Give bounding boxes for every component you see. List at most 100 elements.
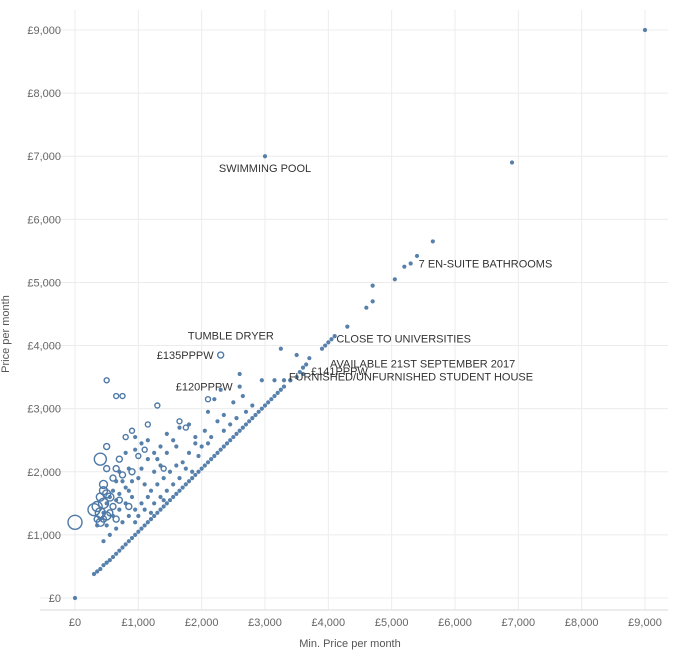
data-point (209, 457, 214, 462)
data-point (262, 403, 268, 408)
data-point-hollow (216, 351, 225, 359)
data-point (171, 494, 176, 500)
data-point (326, 340, 331, 345)
data-point (408, 261, 413, 266)
data-point (221, 444, 226, 449)
data-point (142, 507, 147, 512)
y-tick-label: £4,000 (27, 341, 61, 353)
data-point (281, 384, 287, 389)
data-point (221, 412, 226, 418)
data-point (231, 400, 236, 405)
data-point (281, 378, 287, 383)
data-point (177, 425, 182, 430)
data-point-hollow (125, 502, 133, 511)
data-point (199, 466, 204, 471)
data-point (193, 472, 198, 478)
data-point (101, 539, 106, 544)
data-point (174, 491, 179, 496)
data-point (133, 434, 138, 440)
data-point (370, 299, 375, 304)
data-point-hollow (98, 479, 109, 490)
data-point (205, 409, 211, 414)
data-point (266, 400, 271, 405)
data-point (155, 457, 160, 462)
data-point-hollow (154, 402, 161, 409)
data-point (129, 494, 135, 500)
x-tick-label: £2,000 (185, 617, 219, 629)
data-point (133, 507, 138, 512)
data-point (323, 343, 328, 348)
data-point (142, 482, 147, 487)
data-point (126, 513, 131, 519)
data-point (272, 393, 277, 399)
data-point (133, 447, 138, 452)
data-point (183, 482, 188, 487)
data-point (145, 457, 150, 462)
data-point (107, 532, 112, 537)
data-point (300, 371, 306, 377)
data-point (402, 264, 407, 269)
data-point-hollow (118, 471, 127, 479)
x-tick-label: £0 (69, 617, 81, 629)
data-point-hollow (98, 486, 109, 496)
data-point (114, 479, 119, 484)
data-point-hollow (135, 452, 142, 460)
data-point (297, 369, 302, 375)
data-point (228, 438, 233, 443)
data-point-hollow (102, 442, 111, 451)
data-point (234, 416, 239, 421)
data-point (199, 444, 204, 449)
data-point-hollow (106, 509, 114, 517)
data-point (243, 422, 249, 427)
data-point (142, 523, 147, 528)
data-point (205, 441, 211, 446)
data-point (133, 532, 138, 537)
data-point (129, 535, 135, 541)
data-point-hollow (160, 465, 167, 472)
data-point (215, 419, 220, 424)
data-point-hollow (128, 468, 136, 476)
data-point (120, 479, 125, 484)
data-point (139, 466, 144, 471)
x-tick-label: £8,000 (565, 617, 599, 629)
data-point (218, 387, 223, 392)
y-tick-label: £5,000 (27, 277, 61, 289)
data-point (123, 542, 128, 547)
data-point (212, 397, 217, 402)
data-point (294, 375, 299, 380)
data-point (117, 507, 122, 512)
x-tick-label: £3,000 (248, 617, 282, 629)
data-point (120, 545, 125, 550)
data-point-hollow (101, 489, 112, 499)
data-point (275, 390, 280, 395)
data-point (259, 406, 264, 411)
data-point (152, 450, 157, 455)
data-point (126, 539, 131, 544)
data-point-hollow (109, 502, 117, 511)
data-point-hollow (93, 452, 108, 466)
data-point (114, 551, 119, 556)
data-point (139, 526, 144, 531)
data-point (107, 558, 112, 563)
data-point (231, 434, 236, 440)
data-point (186, 422, 192, 427)
data-point-hollow (91, 500, 103, 513)
data-point-hollow (122, 433, 129, 441)
data-point (202, 428, 207, 433)
data-point (250, 416, 255, 421)
data-point-hollow (109, 474, 117, 482)
annotation-label: £120PPPW (176, 382, 233, 394)
data-point (161, 498, 166, 503)
data-point (110, 513, 116, 519)
x-tick-label: £9,000 (628, 617, 662, 629)
data-point (117, 491, 122, 496)
data-point (117, 548, 122, 553)
data-point (139, 441, 144, 446)
data-point (161, 475, 166, 481)
y-tick-label: £9,000 (27, 25, 61, 37)
data-point (642, 27, 648, 33)
y-tick-label: £1,000 (27, 530, 61, 542)
data-point (329, 337, 334, 342)
data-point-hollow (128, 427, 136, 434)
